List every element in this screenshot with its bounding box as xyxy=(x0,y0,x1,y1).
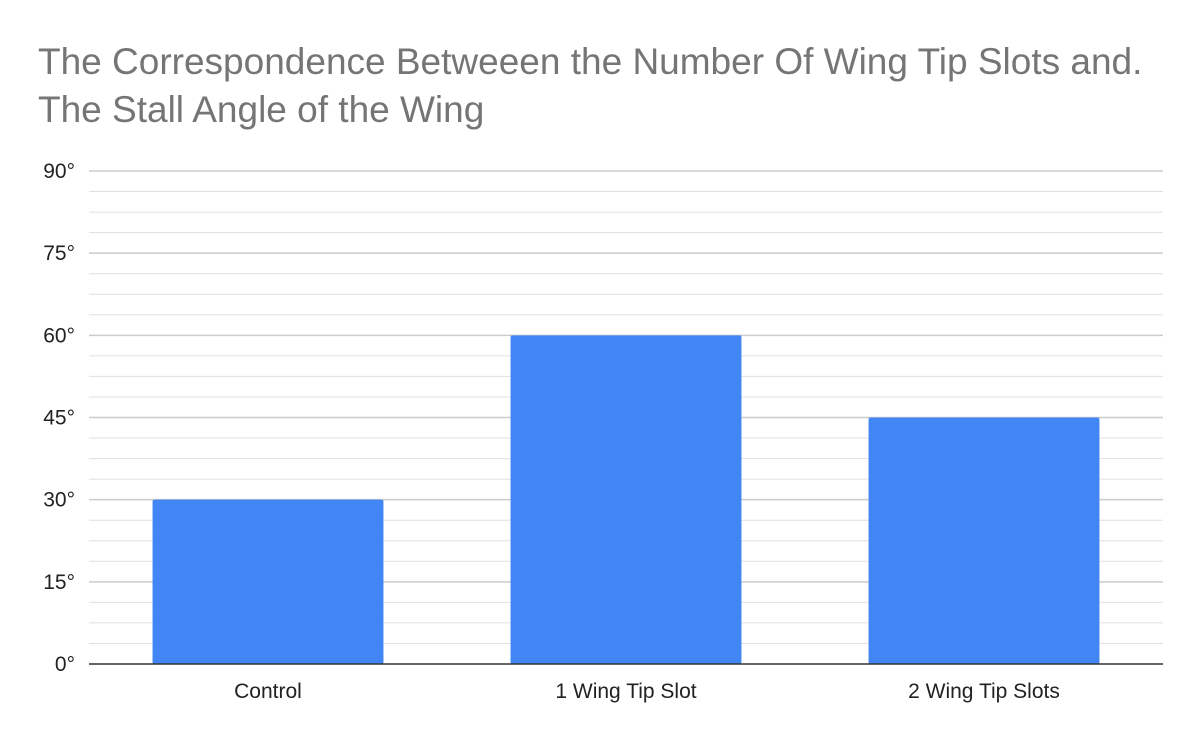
bar xyxy=(510,335,742,664)
y-tick-label: 60° xyxy=(43,324,75,347)
bar xyxy=(152,499,384,664)
x-tick-label: Control xyxy=(234,680,302,703)
x-axis-tick-labels: Control 1 Wing Tip Slot 2 Wing Tip Slots xyxy=(234,680,1060,703)
x-tick-label: 2 Wing Tip Slots xyxy=(908,680,1060,703)
x-tick-label: 1 Wing Tip Slot xyxy=(555,680,696,703)
y-tick-label: 30° xyxy=(43,489,75,512)
y-tick-label: 75° xyxy=(43,242,75,265)
bars xyxy=(152,335,1100,664)
y-tick-label: 45° xyxy=(43,407,75,430)
y-tick-label: 0° xyxy=(55,653,75,676)
y-tick-label: 90° xyxy=(43,160,75,183)
y-tick-label: 15° xyxy=(43,571,75,594)
bar xyxy=(868,417,1100,664)
chart-title: The Correspondence Betweeen the Number O… xyxy=(38,41,1143,130)
y-axis-tick-labels: 0° 15° 30° 45° 60° 75° 90° xyxy=(43,160,75,676)
